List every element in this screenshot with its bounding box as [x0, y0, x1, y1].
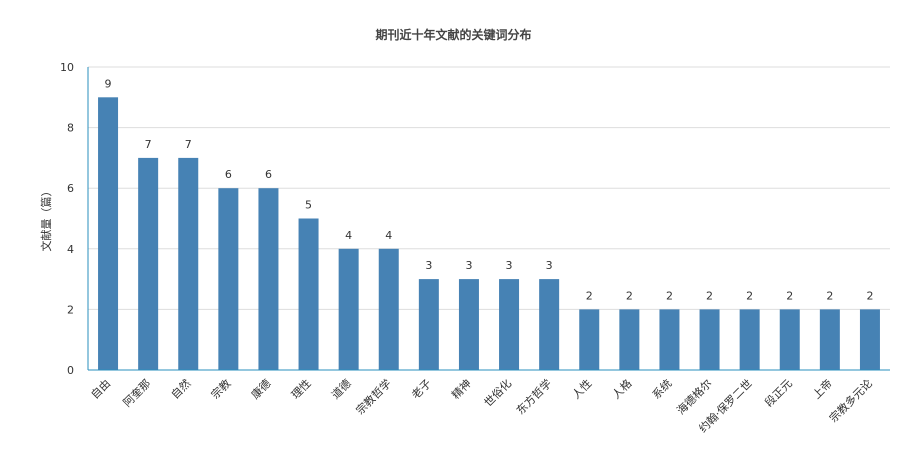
y-tick-label: 10	[60, 61, 74, 74]
x-tick-label: 自由	[88, 376, 113, 401]
bars	[98, 97, 880, 371]
x-tick-label: 宗教多元论	[826, 376, 875, 425]
x-tick-label: 上帝	[810, 376, 835, 401]
data-label: 2	[626, 289, 633, 302]
data-label: 2	[826, 289, 833, 302]
bar	[859, 309, 880, 370]
data-label: 3	[425, 259, 432, 272]
x-tick-label: 道德	[328, 376, 353, 401]
data-label: 2	[666, 289, 673, 302]
data-label: 2	[746, 289, 753, 302]
bar	[699, 309, 720, 370]
y-tick-label: 8	[67, 122, 74, 135]
bar	[499, 279, 520, 370]
data-label: 2	[586, 289, 593, 302]
bar	[739, 309, 760, 370]
bar	[338, 248, 359, 370]
bar	[418, 279, 439, 370]
bar	[218, 188, 239, 370]
data-label: 7	[185, 138, 192, 151]
data-label: 2	[866, 289, 873, 302]
x-tick-label: 宗教哲学	[353, 376, 394, 417]
y-axis-ticks: 0 2 4 6 8 10	[60, 61, 74, 377]
bar	[458, 279, 479, 370]
bar	[579, 309, 600, 370]
bar	[178, 157, 199, 370]
x-tick-label: 老子	[409, 377, 434, 402]
data-label: 4	[385, 229, 392, 242]
x-axis-labels: 自由 阿奎那 自然 宗教 康德 理性 道德 宗教哲学 老子 精神 世俗化 东方哲学 人性 人格 系统 海德格尔…	[88, 376, 875, 435]
data-labels: 9 7 7 6 6 5 4 4 3 3 3 3 2 2 2 2 2 2 2 2	[105, 77, 874, 302]
y-tick-label: 6	[67, 182, 74, 195]
data-label: 5	[305, 199, 312, 212]
x-tick-label: 世俗化	[481, 376, 514, 409]
x-tick-label: 人格	[609, 376, 634, 401]
x-tick-label: 阿奎那	[120, 376, 153, 409]
data-label: 9	[105, 77, 112, 90]
y-tick-label: 4	[67, 243, 74, 256]
bar	[258, 188, 279, 370]
data-label: 3	[546, 259, 553, 272]
grid-lines	[88, 66, 890, 310]
x-tick-label: 理性	[288, 376, 313, 401]
bar	[659, 309, 680, 370]
x-tick-label: 系统	[650, 377, 675, 402]
y-tick-label: 0	[67, 364, 74, 377]
data-label: 3	[506, 259, 513, 272]
bar	[539, 279, 560, 370]
x-tick-label: 康德	[248, 376, 273, 401]
data-label: 2	[706, 289, 713, 302]
bar	[779, 309, 800, 370]
data-label: 2	[786, 289, 793, 302]
data-label: 4	[345, 229, 352, 242]
x-tick-label: 海德格尔	[674, 376, 715, 417]
x-tick-label: 人性	[569, 376, 594, 401]
data-label: 7	[145, 138, 152, 151]
bar	[298, 218, 319, 370]
x-tick-label: 段正元	[762, 376, 795, 409]
bar	[98, 97, 119, 371]
bar	[619, 309, 640, 370]
x-tick-label: 自然	[168, 376, 193, 401]
bar	[138, 157, 159, 370]
y-tick-label: 2	[67, 303, 74, 316]
x-tick-label: 精神	[449, 376, 474, 401]
data-label: 3	[465, 259, 472, 272]
data-label: 6	[225, 168, 232, 181]
bar	[378, 248, 399, 370]
data-label: 6	[265, 168, 272, 181]
x-tick-label: 宗教	[208, 376, 233, 401]
x-tick-label: 东方哲学	[513, 376, 554, 417]
y-axis-title: 文献量（篇）	[39, 186, 53, 252]
bar	[819, 309, 840, 370]
chart-title: 期刊近十年文献的关键词分布	[375, 28, 532, 42]
